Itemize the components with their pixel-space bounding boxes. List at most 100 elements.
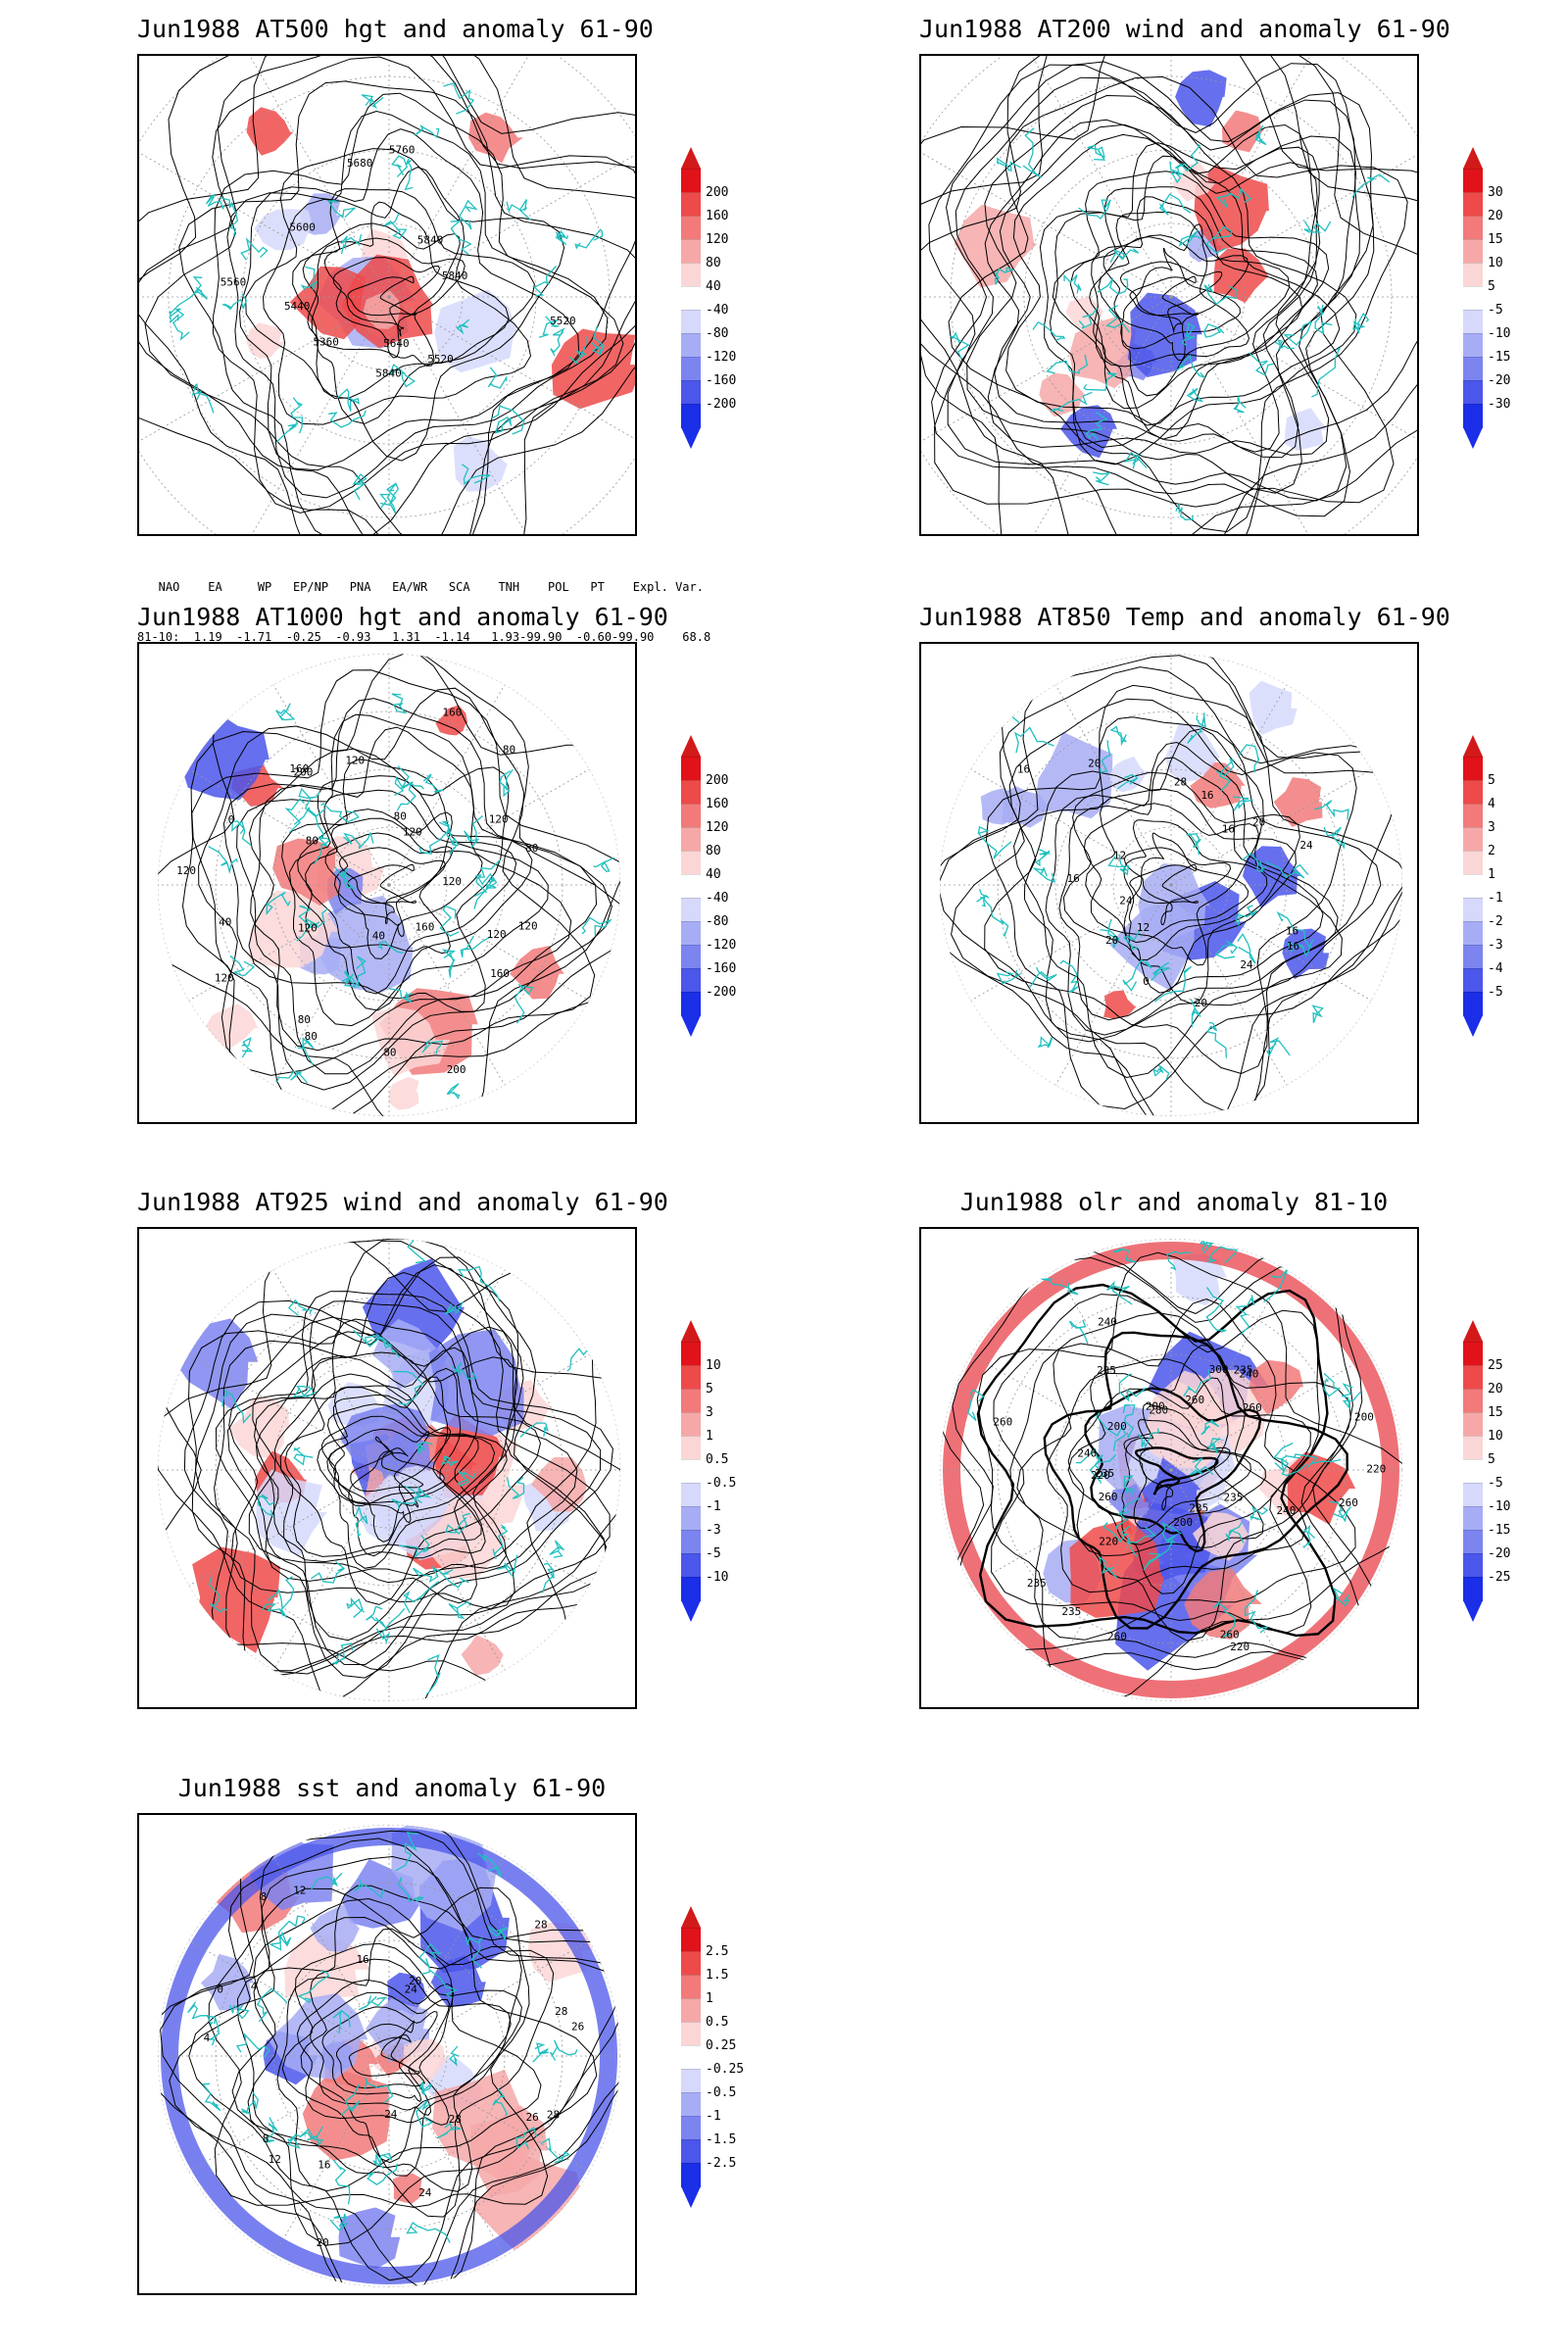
contour-label: 24 xyxy=(1119,895,1133,907)
contour-label: 235 xyxy=(1027,1577,1047,1590)
coastline xyxy=(1137,1428,1159,1449)
meridian-line xyxy=(158,884,390,1053)
coastline xyxy=(1283,320,1313,346)
polar-map: 1201201601602008040808012012040120080160… xyxy=(158,654,620,1116)
coastline xyxy=(358,1995,388,2011)
meridian-line xyxy=(388,1825,557,2057)
contour-line xyxy=(307,201,510,399)
legend-swatch xyxy=(681,921,701,946)
coastline xyxy=(391,1486,423,1509)
contour-line xyxy=(1016,1311,1351,1642)
coastline xyxy=(343,969,358,988)
contour-label: 80 xyxy=(525,842,538,855)
coastline xyxy=(1093,471,1111,486)
coastline xyxy=(320,803,360,823)
legend-swatch xyxy=(1463,992,1483,1016)
coastline xyxy=(566,1340,602,1372)
contour-label: 12 xyxy=(269,2153,281,2166)
coastline xyxy=(1272,1442,1307,1477)
meridian-line xyxy=(221,1239,390,1471)
color-legend: 30 20 15 10 5 -5 -10 -15 -20 -30 xyxy=(1463,147,1542,451)
contour-line xyxy=(158,1239,620,1701)
coastline xyxy=(256,1987,288,2023)
coastline xyxy=(293,1446,314,1466)
coastline xyxy=(1083,372,1118,391)
coastline xyxy=(1233,396,1247,414)
coastline xyxy=(1265,861,1309,879)
coastline xyxy=(487,367,508,389)
coastline xyxy=(1175,143,1201,172)
coastline xyxy=(492,1524,509,1560)
coastline xyxy=(1078,199,1111,220)
coastline xyxy=(1213,1599,1236,1638)
coastline xyxy=(485,877,497,891)
contour-label: 28 xyxy=(534,1919,547,1932)
coastline xyxy=(313,837,330,865)
coastline xyxy=(1204,225,1233,254)
map-frame: 260 240 235 235 260 220 200 260 235 220 235 260 235 2… xyxy=(919,1227,1419,1709)
anomaly-ring xyxy=(943,1242,1399,1698)
coastline xyxy=(277,1915,306,1943)
contour-line xyxy=(931,61,1375,517)
contour-label: 160 xyxy=(289,762,309,775)
coastline xyxy=(538,316,560,338)
coastline xyxy=(334,866,357,890)
map-frame: 120 120 160 160 200 80 40 80 80 120 120 40 120 0 80 160… xyxy=(137,642,637,1124)
coastline xyxy=(477,1852,502,1878)
legend-label: -160 xyxy=(706,961,737,976)
coastline xyxy=(391,155,409,178)
anomaly-region xyxy=(246,107,294,156)
meridian-line xyxy=(1170,884,1402,1053)
legend-label: -4 xyxy=(1488,961,1503,976)
coastline xyxy=(340,234,363,255)
color-legend: 2.5 1.5 1 0.5 0.25 -0.25 -0.5 -1 -1.5 -2.5 xyxy=(681,1906,760,2210)
coastline xyxy=(418,1942,442,1969)
contour-label: 20 xyxy=(1252,816,1265,829)
polar-map xyxy=(921,56,1417,534)
legend-swatch xyxy=(681,1506,701,1531)
coastline xyxy=(1314,304,1333,335)
contour-label: 5840 xyxy=(375,367,402,379)
coastline xyxy=(241,1037,254,1058)
coastline xyxy=(1028,966,1057,989)
legend-label: 25 xyxy=(1488,1358,1503,1373)
legend-swatch xyxy=(681,780,701,805)
contour-label: 24 xyxy=(1240,958,1253,971)
contour-label: 0 xyxy=(228,813,235,826)
meridian-line xyxy=(940,717,1172,886)
coastline xyxy=(1046,354,1089,374)
legend-swatch xyxy=(681,2022,701,2046)
legend-swatch xyxy=(1463,404,1483,428)
contour-label: 235 xyxy=(1095,1467,1114,1480)
contour-line xyxy=(1023,727,1343,1043)
coastline xyxy=(311,1560,346,1584)
coastline xyxy=(394,765,414,797)
legend-swatch xyxy=(681,827,701,852)
contour-line xyxy=(323,237,466,359)
legend-label: -20 xyxy=(1488,1546,1511,1561)
coastline xyxy=(1153,965,1193,1003)
latitude-circle xyxy=(1054,1353,1288,1587)
contour-line xyxy=(255,1347,508,1582)
coastline xyxy=(1059,959,1079,994)
meridian-line xyxy=(1170,1469,1339,1701)
contour-line xyxy=(231,1897,555,2218)
coastline xyxy=(329,2213,349,2231)
coastline xyxy=(494,416,513,434)
contour-line xyxy=(139,56,635,534)
contour-label: 220 xyxy=(1091,1469,1110,1482)
contour-label: 5600 xyxy=(289,220,316,233)
legend-arrow-bottom xyxy=(681,2186,701,2208)
coastline xyxy=(353,1879,385,1899)
contour-line xyxy=(305,789,517,995)
contour-line xyxy=(976,1283,1337,1638)
legend-swatch xyxy=(1463,921,1483,946)
legend-swatch xyxy=(681,1577,701,1601)
coastline xyxy=(1022,127,1042,178)
legend-label: -5 xyxy=(1488,1476,1503,1491)
contour-line xyxy=(1039,142,1357,466)
coastline xyxy=(1102,1522,1131,1544)
legend-label: -15 xyxy=(1488,1523,1511,1538)
anomaly-region xyxy=(530,1456,588,1512)
meridian-line xyxy=(388,884,557,1116)
